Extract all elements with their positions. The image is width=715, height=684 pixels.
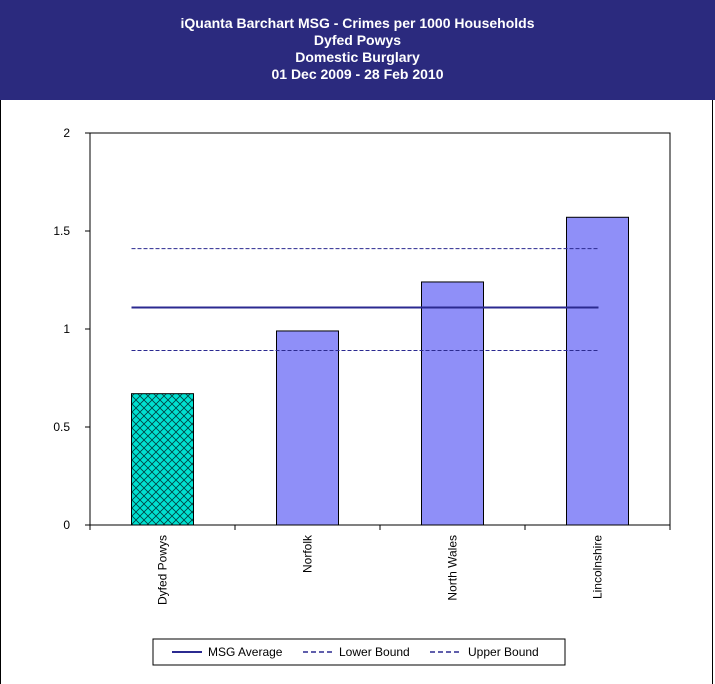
- legend-label: MSG Average: [208, 645, 283, 659]
- y-tick-label: 0: [63, 518, 70, 532]
- x-tick-label: Norfolk: [301, 534, 315, 573]
- y-tick-label: 2: [63, 126, 70, 140]
- chart-header: iQuanta Barchart MSG - Crimes per 1000 H…: [0, 0, 715, 100]
- chart-subtitle-force: Dyfed Powys: [313, 32, 402, 48]
- legend-box: [152, 638, 566, 666]
- chart-title: iQuanta Barchart MSG - Crimes per 1000 H…: [180, 15, 535, 31]
- legend-label: Lower Bound: [339, 645, 410, 659]
- chart-subtitle-crime: Domestic Burglary: [295, 49, 420, 65]
- chart-subtitle-period: 01 Dec 2009 - 28 Feb 2010: [271, 66, 444, 82]
- x-tick-label: Dyfed Powys: [156, 535, 170, 605]
- legend-label: Upper Bound: [468, 645, 539, 659]
- bar-lincolnshire: [566, 216, 629, 526]
- x-tick-label: Lincolnshire: [591, 535, 605, 599]
- bar-dyfed-powys: [131, 393, 194, 526]
- y-tick-label: 1: [63, 322, 70, 336]
- x-tick-label: North Wales: [446, 535, 460, 601]
- y-tick-label: 0.5: [53, 420, 70, 434]
- y-tick-label: 1.5: [53, 224, 70, 238]
- bar-norfolk: [276, 330, 339, 526]
- bar-north-wales: [421, 281, 484, 526]
